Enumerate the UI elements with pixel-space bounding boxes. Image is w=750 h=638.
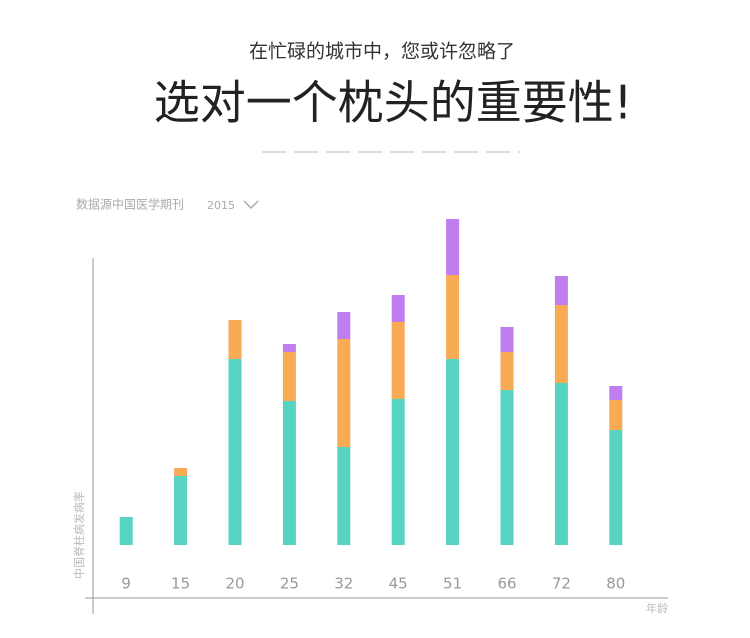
x-tick-label: 25 <box>280 575 299 593</box>
source: 数据源中国医学期刊 <box>76 197 184 212</box>
bar-segment <box>554 305 568 383</box>
year[interactable]: 2015 <box>207 199 235 212</box>
bar-segment <box>282 401 296 545</box>
bar-segment <box>554 276 568 305</box>
x-tick-label: 20 <box>225 575 244 593</box>
bar-segment <box>174 468 188 476</box>
x-tick-label: 51 <box>443 575 462 593</box>
x-tick-label: 72 <box>552 575 571 593</box>
bar-segment <box>446 219 460 275</box>
bar-segment <box>391 399 405 545</box>
x-tick-label: 80 <box>606 575 625 593</box>
bar-segment <box>446 275 460 359</box>
x-tick-label: 32 <box>334 575 353 593</box>
chart-title: 选对一个枕头的重要性! <box>154 76 632 130</box>
x-tick-label: 9 <box>121 575 131 593</box>
bar-segment <box>609 430 623 545</box>
bar-segment <box>337 339 351 447</box>
bar-segment <box>609 400 623 430</box>
x-tick-label: 45 <box>389 575 408 593</box>
chart-subtitle: 在忙碌的城市中，您或许忽略了 <box>249 41 515 63</box>
bar-segment <box>609 386 623 400</box>
bar-segment <box>282 352 296 401</box>
y-axis-label: 中国脊柱病发病率 <box>72 491 86 579</box>
x-tick-label: 66 <box>497 575 516 593</box>
bar-segment <box>228 359 242 545</box>
bar-segment <box>446 359 460 545</box>
dropdown-chevron[interactable] <box>243 200 259 210</box>
bar-segment <box>282 344 296 352</box>
bar-segment <box>228 320 242 359</box>
bar-segment <box>119 517 133 545</box>
bar-segment <box>500 327 514 352</box>
bar-segment <box>337 312 351 339</box>
x-tick-label: 15 <box>171 575 190 593</box>
bar-segment <box>391 322 405 399</box>
bar-segment <box>174 476 188 545</box>
bar-segment <box>554 383 568 545</box>
bar-segment <box>500 352 514 390</box>
bar-segment <box>337 447 351 545</box>
x-axis-label: 年龄 <box>646 601 668 615</box>
bar-segment <box>391 295 405 322</box>
bar-segment <box>500 390 514 545</box>
